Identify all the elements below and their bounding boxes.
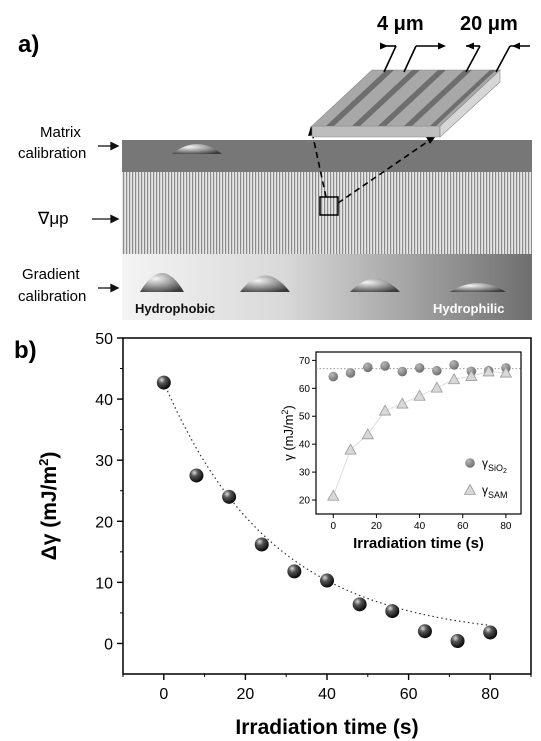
zoom-selection-box xyxy=(319,196,339,216)
main-data-point xyxy=(483,625,498,640)
inset-y-tick-label: 30 xyxy=(299,468,311,479)
label-bottom-hydrophobic: Hydrophobic xyxy=(135,301,215,316)
x-tick-label: 0 xyxy=(159,686,168,703)
main-x-axis-label: Irradiation time (s) xyxy=(235,716,418,739)
inset-y-tick-label: 70 xyxy=(299,356,311,367)
main-data-point xyxy=(189,468,204,483)
droplet-1 xyxy=(140,273,184,292)
x-tick-label: 40 xyxy=(318,686,336,703)
x-tick-label: 20 xyxy=(237,686,255,703)
scale-label-20um: 20 μm xyxy=(460,13,518,35)
row-label-gradient-symbol: ∇μp xyxy=(37,209,69,228)
inset-sam-point xyxy=(482,365,495,377)
gradient-pattern-band xyxy=(122,172,532,254)
inset-plot-frame xyxy=(315,351,522,515)
inset-sio2-point xyxy=(414,363,425,373)
inset-sam-point xyxy=(413,389,426,401)
inset-x-tick-label: 80 xyxy=(500,521,512,532)
row-label-matrix-1: Matrix xyxy=(40,124,81,141)
panel-b: b) 0 20 40 60 80 0 10 20 30 40 50 Irradiation time … xyxy=(14,331,532,739)
y-tick-label: 20 xyxy=(95,514,113,531)
inset-sio2-point xyxy=(345,368,356,378)
droplet-2 xyxy=(240,275,290,292)
main-data-point xyxy=(287,564,302,579)
zoom-arrow-right-head xyxy=(426,136,436,144)
inset-y-tick-label: 60 xyxy=(299,384,311,395)
zoomed-stripe-block xyxy=(311,69,501,138)
panel-a: a) Hydrophilic Hydrophobic Hydrophilic M… xyxy=(18,13,532,320)
label-arrows xyxy=(92,141,120,293)
y-tick-label: 0 xyxy=(104,636,113,653)
main-data-point xyxy=(450,634,465,649)
inset-sio2-point xyxy=(328,371,339,382)
inset-sam-point xyxy=(465,369,478,381)
inset-x-axis-label: Irradiation time (s) xyxy=(353,535,484,552)
scale-label-4um: 4 μm xyxy=(377,13,424,35)
inset-chart: 0 20 40 60 80 20 30 40 50 60 70 Irradiation time (s… xyxy=(280,351,522,552)
y-tick-label: 30 xyxy=(95,453,113,470)
label-top-hydrophilic: Hydrophilic xyxy=(160,120,232,135)
inset-sio2-point xyxy=(449,360,459,370)
row-label-gradient-2: calibration xyxy=(18,288,86,305)
inset-y-tick-label: 20 xyxy=(299,496,311,507)
inset-sio2-point xyxy=(362,362,373,373)
inset-sam-point xyxy=(430,381,444,393)
main-data-point xyxy=(222,489,237,504)
inset-x-tick-label: 60 xyxy=(457,521,469,532)
main-data-point xyxy=(320,573,334,588)
inset-sam-point xyxy=(447,373,461,385)
legend-sio2-label: γSiO2 xyxy=(482,456,507,475)
scale-bar-4um xyxy=(380,42,446,73)
main-data-point xyxy=(254,537,269,552)
inset-y-tick-label: 40 xyxy=(299,440,311,451)
inset-y-axis-label: γ (mJ/m2) xyxy=(280,405,296,461)
inset-sio2-point xyxy=(397,366,408,377)
main-data-point xyxy=(385,604,400,619)
droplet-3 xyxy=(350,278,400,292)
main-data-point xyxy=(156,375,171,390)
inset-sio2-point xyxy=(432,365,442,376)
legend-sam-label: γSAM xyxy=(482,483,508,500)
inset-sam-point xyxy=(378,404,392,416)
inset-sam-point xyxy=(499,366,513,378)
y-tick-label: 40 xyxy=(95,392,113,409)
y-tick-label: 10 xyxy=(95,575,113,592)
main-chart: 0 20 40 60 80 0 10 20 30 40 50 Irradiation time (s)… xyxy=(36,331,532,739)
main-y-axis-label: Δγ (mJ/m2) xyxy=(36,452,61,561)
row-label-gradient-1: Gradient xyxy=(22,266,80,283)
legend-sam-marker xyxy=(463,483,477,495)
y-tick-label: 50 xyxy=(95,331,113,348)
scale-bar-20um xyxy=(465,42,530,73)
inset-x-tick-label: 40 xyxy=(414,521,426,532)
main-data-point xyxy=(352,597,367,612)
inset-x-tick-label: 20 xyxy=(371,521,383,532)
row-label-matrix-2: calibration xyxy=(18,145,86,162)
label-bottom-hydrophilic: Hydrophilic xyxy=(433,301,505,316)
inset-sio2-point xyxy=(380,361,390,371)
matrix-band xyxy=(122,140,532,172)
inset-sam-point xyxy=(327,489,340,501)
x-tick-label: 60 xyxy=(400,686,418,703)
zoom-line-left xyxy=(311,131,327,198)
inset-x-tick-label: 0 xyxy=(330,521,336,532)
panel-b-label: b) xyxy=(14,337,37,364)
zoom-line-right xyxy=(337,139,431,204)
inset-sam-point xyxy=(344,443,357,455)
droplet-top xyxy=(172,144,222,154)
panel-a-label: a) xyxy=(18,31,39,58)
inset-sam-point xyxy=(361,428,374,440)
legend-sio2-marker xyxy=(465,458,475,468)
inset-sam-point xyxy=(396,397,409,409)
x-tick-label: 80 xyxy=(481,686,499,703)
droplet-4 xyxy=(450,283,506,292)
inset-y-tick-label: 50 xyxy=(299,412,311,423)
main-data-point xyxy=(417,624,432,639)
